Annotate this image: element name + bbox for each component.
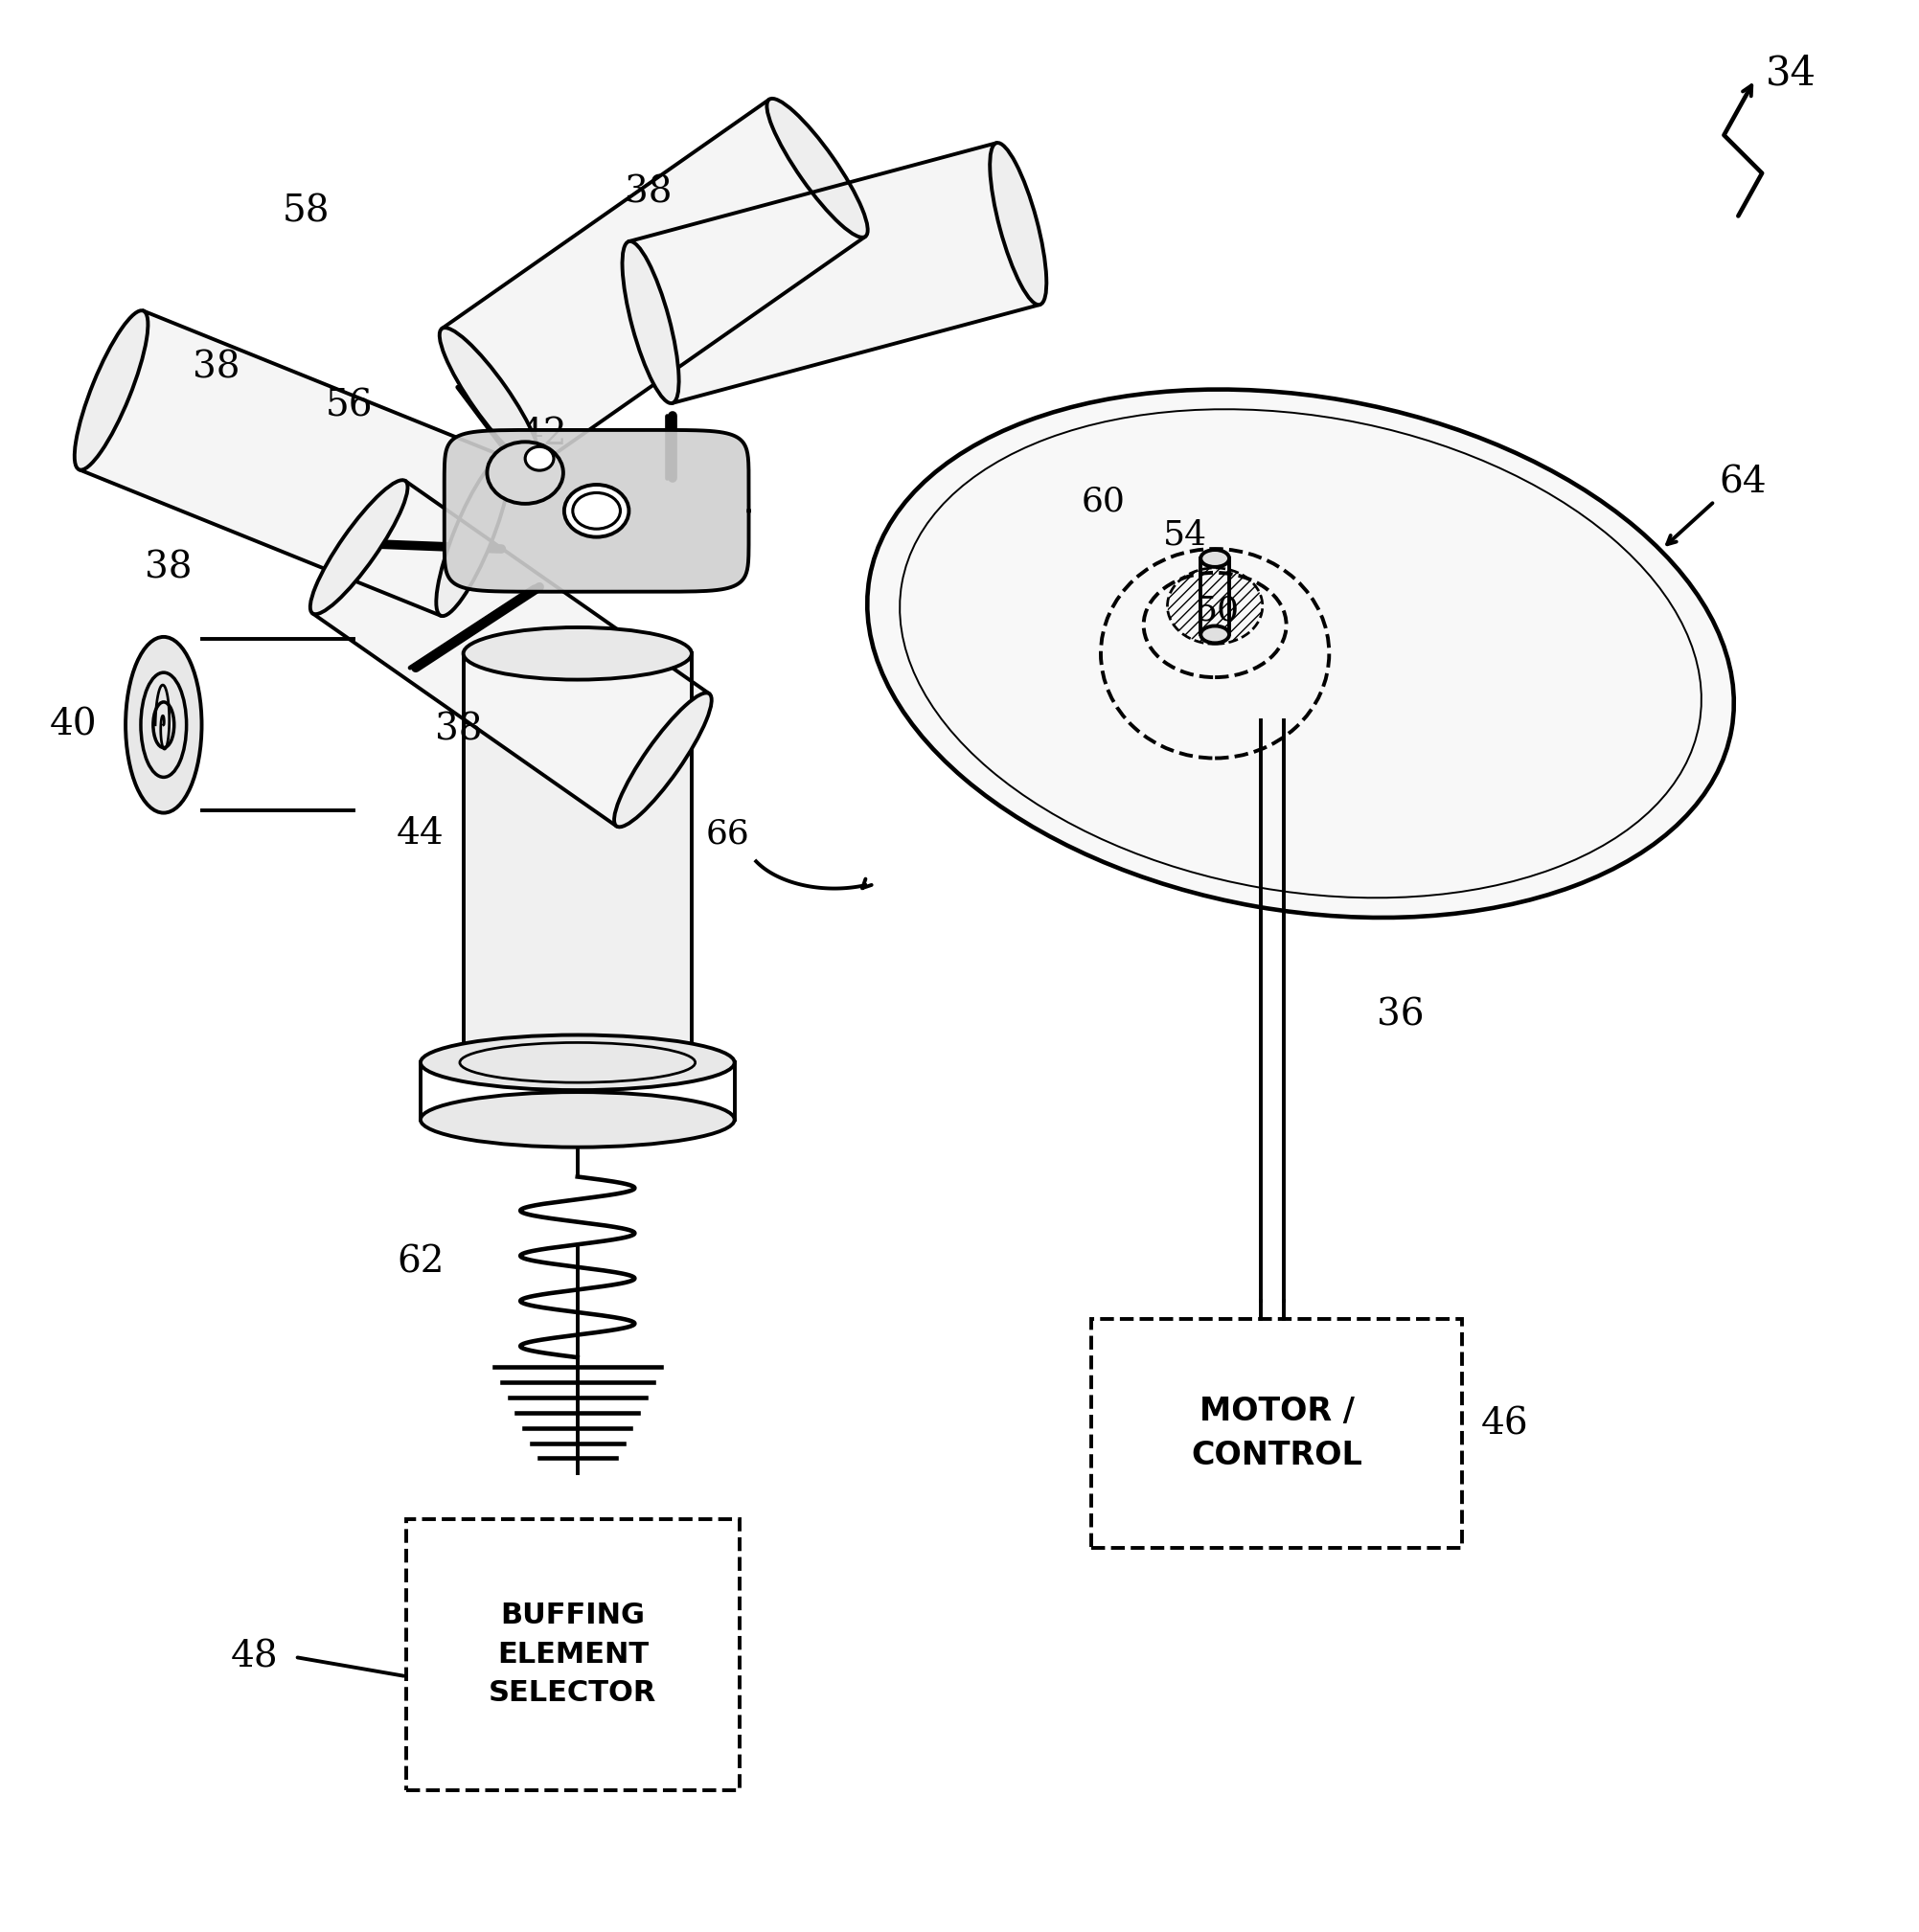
Text: 38: 38 bbox=[626, 174, 672, 211]
Ellipse shape bbox=[867, 390, 1735, 918]
Text: 50: 50 bbox=[1196, 595, 1240, 628]
Ellipse shape bbox=[526, 446, 555, 469]
Polygon shape bbox=[629, 143, 1040, 404]
Text: 60: 60 bbox=[1082, 485, 1126, 518]
Polygon shape bbox=[441, 99, 865, 466]
Text: 38: 38 bbox=[436, 711, 482, 748]
Text: 40: 40 bbox=[50, 707, 98, 742]
Text: 38: 38 bbox=[144, 551, 192, 585]
Ellipse shape bbox=[436, 456, 510, 616]
Ellipse shape bbox=[420, 1092, 735, 1148]
Text: 34: 34 bbox=[1765, 54, 1815, 93]
Ellipse shape bbox=[462, 628, 691, 680]
Text: 66: 66 bbox=[706, 817, 750, 850]
Ellipse shape bbox=[990, 143, 1046, 305]
Text: 64: 64 bbox=[1719, 464, 1767, 500]
Ellipse shape bbox=[439, 328, 541, 466]
Text: 44: 44 bbox=[397, 817, 445, 852]
Ellipse shape bbox=[420, 1036, 735, 1090]
Text: MOTOR /
CONTROL: MOTOR / CONTROL bbox=[1192, 1395, 1362, 1472]
Text: BUFFING
ELEMENT
SELECTOR: BUFFING ELEMENT SELECTOR bbox=[489, 1602, 656, 1708]
Text: 56: 56 bbox=[326, 388, 372, 423]
Bar bbox=[1092, 1320, 1462, 1548]
Ellipse shape bbox=[614, 694, 712, 827]
Ellipse shape bbox=[1201, 626, 1230, 643]
Ellipse shape bbox=[768, 99, 867, 238]
Text: 54: 54 bbox=[1163, 518, 1207, 551]
Text: 58: 58 bbox=[282, 193, 330, 228]
Text: 38: 38 bbox=[192, 350, 240, 386]
Polygon shape bbox=[79, 311, 505, 616]
Text: 48: 48 bbox=[230, 1640, 278, 1675]
Text: 46: 46 bbox=[1481, 1406, 1529, 1441]
Text: 62: 62 bbox=[397, 1244, 445, 1281]
Ellipse shape bbox=[311, 479, 407, 614]
Bar bbox=[407, 1519, 739, 1791]
Ellipse shape bbox=[622, 242, 679, 404]
Ellipse shape bbox=[1201, 551, 1230, 566]
Ellipse shape bbox=[487, 442, 564, 504]
Ellipse shape bbox=[564, 485, 629, 537]
Text: 42: 42 bbox=[520, 417, 568, 452]
Ellipse shape bbox=[125, 638, 201, 813]
Ellipse shape bbox=[75, 311, 148, 469]
Polygon shape bbox=[313, 481, 710, 827]
Text: 36: 36 bbox=[1376, 997, 1424, 1034]
Polygon shape bbox=[445, 431, 748, 591]
